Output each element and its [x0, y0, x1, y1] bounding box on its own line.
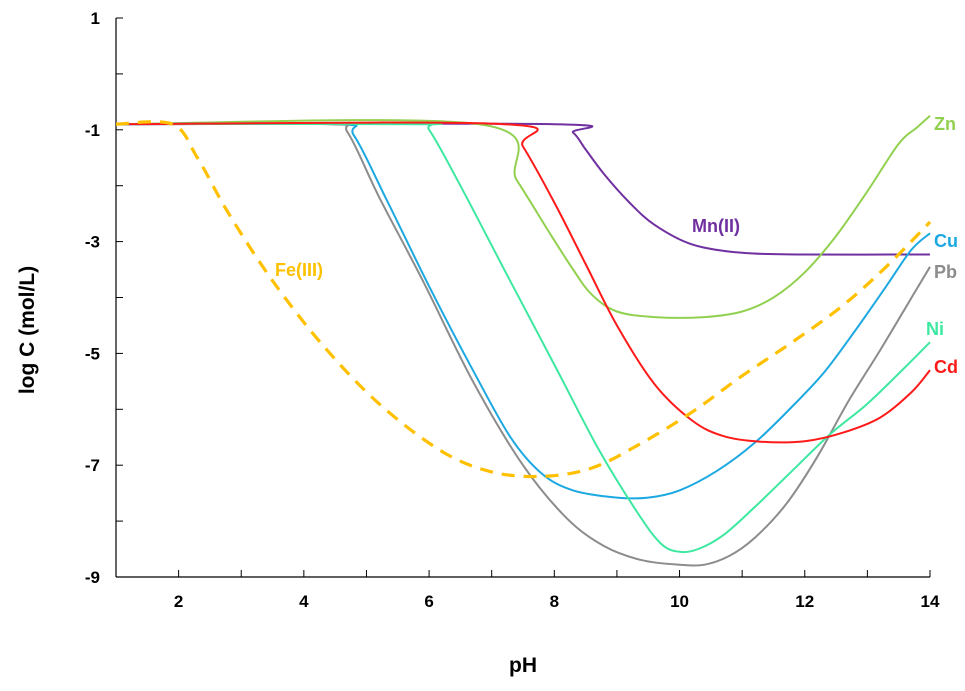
x-tick-label: 12	[795, 592, 814, 611]
series-label-zn: Zn	[934, 114, 956, 134]
y-tick-label: -3	[85, 233, 100, 252]
series-line-cd	[115, 121, 931, 444]
y-tick-label: -9	[85, 568, 100, 587]
y-tick-label: -7	[85, 456, 100, 475]
x-tick-label: 6	[424, 592, 433, 611]
series-line-zn	[115, 115, 931, 319]
series-line-ni	[115, 122, 931, 554]
series-label-fe-iii: Fe(III)	[275, 260, 323, 280]
series-label-pb: Pb	[934, 262, 957, 282]
series-label-mn-ii: Mn(II)	[692, 216, 740, 236]
series-label-cu: Cu	[934, 231, 958, 251]
y-tick-label: -5	[85, 344, 100, 363]
y-tick-label: -1	[85, 121, 100, 140]
x-tick-label: 14	[921, 592, 940, 611]
y-tick-label: 1	[91, 9, 100, 28]
y-axis-title: log C (mol/L)	[16, 266, 39, 394]
x-tick-label: 8	[550, 592, 559, 611]
series-line-cu	[115, 122, 931, 500]
labels-layer: Mn(II) Zn Cu Pb Ni Cd Fe(III)	[275, 114, 958, 377]
series-layer	[115, 115, 932, 567]
series-line-pb	[115, 122, 931, 567]
x-tick-label: 10	[670, 592, 689, 611]
series-line-fe-iii	[115, 120, 932, 479]
series-line-mn-ii	[115, 122, 931, 256]
axes: 2 4 6 8 10 12 14 1 -1 -3 -5 -7 -9	[85, 9, 940, 611]
series-label-ni: Ni	[926, 319, 944, 339]
series-label-cd: Cd	[934, 357, 958, 377]
x-tick-label: 4	[299, 592, 309, 611]
x-tick-label: 2	[174, 592, 183, 611]
x-axis-title: pH	[509, 654, 537, 677]
